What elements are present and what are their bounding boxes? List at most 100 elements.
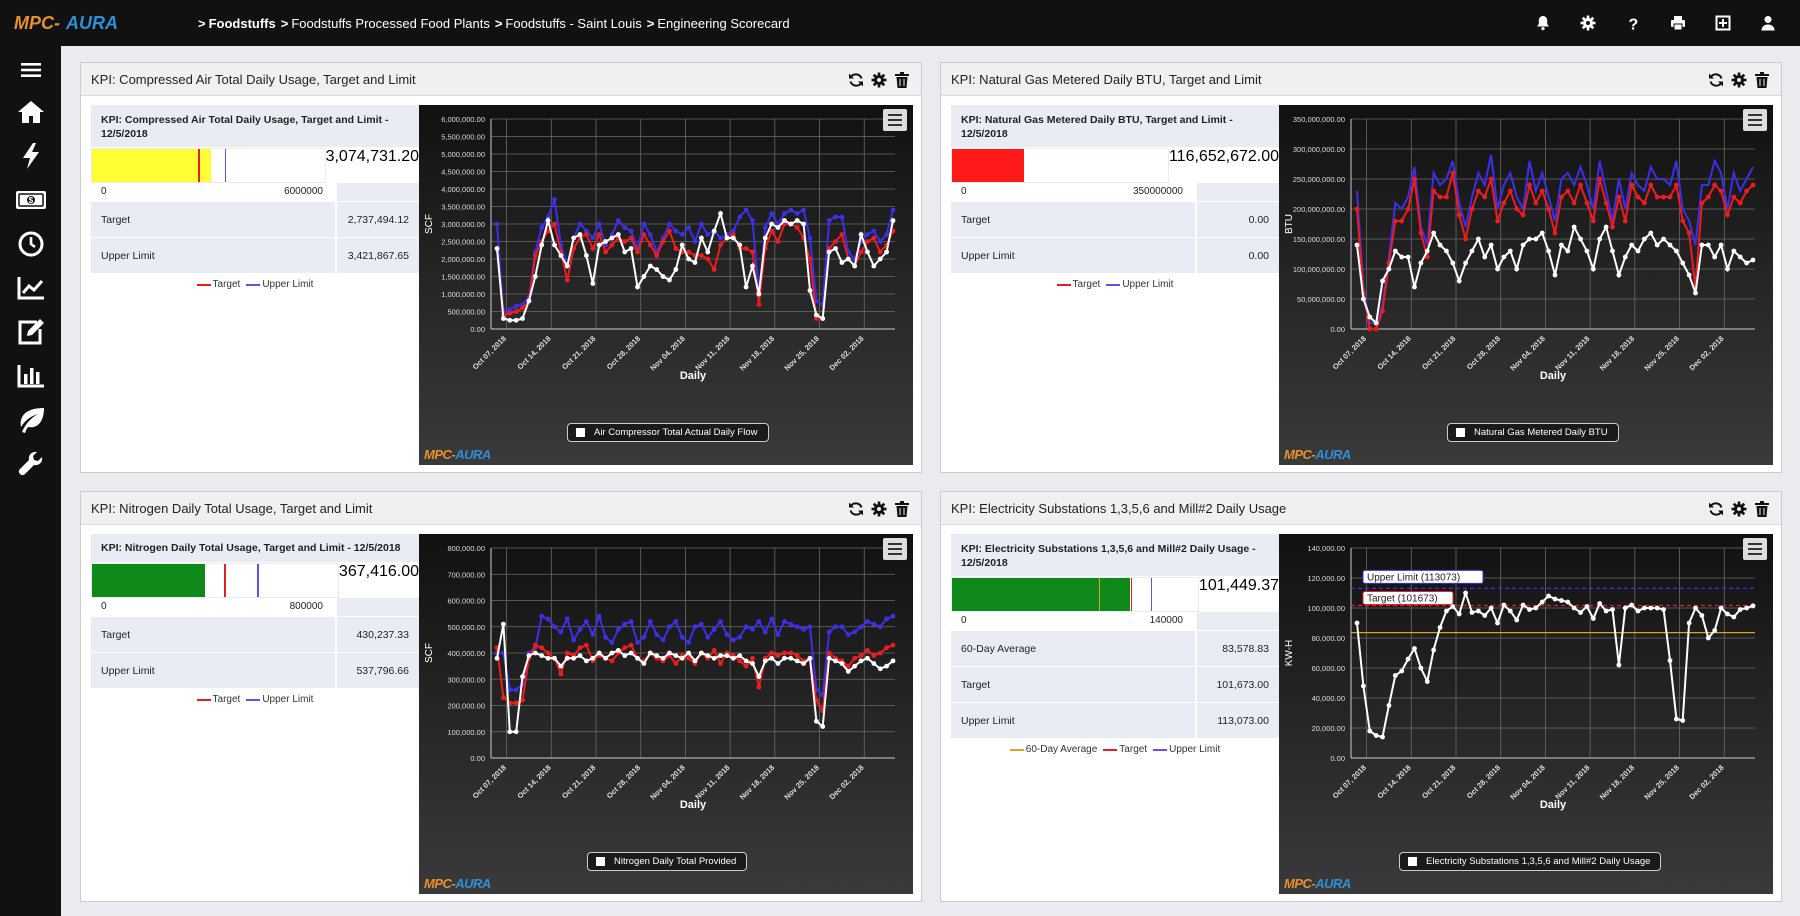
data-point — [839, 214, 845, 220]
chart-legend[interactable]: Electricity Substations 1,3,5,6 and Mill… — [1399, 852, 1662, 871]
summary-title: KPI: Natural Gas Metered Daily BTU, Targ… — [951, 105, 1279, 147]
user-icon[interactable] — [1745, 0, 1790, 46]
breadcrumb-item-2[interactable]: > Foodstuffs Processed Food Plants — [280, 15, 490, 31]
data-point — [513, 309, 519, 314]
trash-icon[interactable] — [1750, 498, 1773, 520]
data-point — [1718, 605, 1724, 611]
gear-icon[interactable] — [1565, 0, 1610, 46]
data-point — [839, 624, 845, 630]
bell-icon[interactable] — [1520, 0, 1565, 46]
data-point — [552, 624, 557, 630]
legend-checkbox[interactable] — [1408, 857, 1417, 866]
leaf-icon[interactable] — [0, 398, 61, 442]
legend-checkbox[interactable] — [1456, 428, 1465, 437]
data-point — [647, 619, 653, 624]
data-point — [1495, 266, 1500, 272]
gear-icon[interactable] — [867, 498, 890, 520]
trend-chart-icon[interactable] — [0, 266, 61, 310]
data-point — [711, 228, 717, 234]
bar-chart-icon[interactable] — [0, 354, 61, 398]
data-point — [750, 661, 755, 666]
breadcrumb-item-1[interactable]: > Foodstuffs — [198, 15, 276, 31]
kpi-scale: 0 350000000 — [951, 183, 1279, 201]
trash-icon[interactable] — [890, 69, 913, 91]
data-point — [782, 218, 787, 223]
chart-legend[interactable]: Air Compressor Total Actual Daily Flow — [567, 423, 769, 442]
print-icon[interactable] — [1655, 0, 1700, 46]
data-point — [1380, 308, 1385, 314]
summary-row-target: Target 0.00 — [951, 201, 1279, 237]
row-value: 537,796.66 — [335, 653, 419, 688]
refresh-icon[interactable] — [1704, 69, 1727, 91]
y-tick-label: 100,000.00 — [447, 728, 485, 737]
data-point — [558, 629, 564, 635]
kpi-scale: 0 6000000 — [91, 183, 419, 201]
data-point — [1354, 620, 1360, 626]
data-point — [750, 249, 755, 255]
breadcrumb-item-3[interactable]: > Foodstuffs - Saint Louis — [494, 15, 642, 31]
chart-menu-button[interactable] — [883, 109, 907, 131]
data-point — [1367, 314, 1373, 320]
data-point — [1654, 194, 1660, 200]
y-tick-label: 100,000,000.00 — [1293, 265, 1345, 274]
legend-checkbox[interactable] — [596, 857, 605, 866]
lightning-icon[interactable] — [0, 134, 61, 178]
panel-title: KPI: Natural Gas Metered Daily BTU, Targ… — [951, 71, 1262, 87]
add-widget-icon[interactable] — [1700, 0, 1745, 46]
legend-checkbox[interactable] — [576, 428, 585, 437]
data-point — [833, 239, 838, 244]
wrench-icon[interactable] — [0, 442, 61, 486]
data-point — [1501, 200, 1507, 206]
chart-menu-button[interactable] — [1743, 109, 1767, 131]
clock-icon[interactable] — [0, 222, 61, 266]
gear-icon[interactable] — [867, 69, 890, 91]
chart-legend[interactable]: Natural Gas Metered Daily BTU — [1447, 423, 1619, 442]
mpc-aura-watermark-logo: MPC-AURA — [424, 447, 491, 462]
data-point — [1520, 212, 1526, 218]
chart-background — [419, 105, 913, 465]
trash-icon[interactable] — [890, 498, 913, 520]
data-point — [756, 674, 762, 680]
refresh-icon[interactable] — [1704, 498, 1727, 520]
kpi-bar-row: 101,449.37 — [951, 576, 1279, 612]
trash-icon[interactable] — [1750, 69, 1773, 91]
chart-legend[interactable]: Nitrogen Daily Total Provided — [587, 852, 748, 871]
data-point — [1456, 611, 1462, 617]
menu-icon[interactable] — [0, 50, 61, 90]
panel-title: KPI: Compressed Air Total Daily Usage, T… — [91, 71, 416, 87]
kpi-bar — [91, 563, 339, 598]
copyright: © 2018 Modular Process Control, LLC — [1631, 881, 1767, 890]
data-point — [807, 256, 813, 262]
chart-menu-button[interactable] — [1743, 538, 1767, 560]
data-point — [584, 658, 589, 664]
data-point — [1437, 194, 1443, 200]
edit-icon[interactable] — [0, 310, 61, 354]
data-point — [1610, 607, 1615, 612]
data-point — [1673, 248, 1679, 254]
data-point — [513, 317, 519, 323]
gear-icon[interactable] — [1727, 69, 1750, 91]
panel-tools — [1704, 69, 1773, 91]
data-point — [673, 267, 679, 272]
app-logo[interactable]: MPC - AURA — [0, 0, 160, 46]
data-point — [545, 650, 551, 656]
home-icon[interactable] — [0, 90, 61, 134]
refresh-icon[interactable] — [844, 498, 867, 520]
chart-menu-button[interactable] — [883, 538, 907, 560]
kpi-bar-marker-1 — [1130, 578, 1133, 611]
money-icon[interactable]: $ — [0, 178, 61, 222]
data-point — [622, 249, 628, 255]
legend-item-upper-limit: Upper Limit — [246, 279, 313, 290]
gear-icon[interactable] — [1727, 498, 1750, 520]
refresh-icon[interactable] — [844, 69, 867, 91]
help-icon[interactable]: ? — [1610, 0, 1655, 46]
kpi-summary: KPI: Natural Gas Metered Daily BTU, Targ… — [951, 105, 1279, 290]
data-point — [1603, 608, 1609, 614]
data-point — [686, 249, 692, 255]
chart-background — [1279, 534, 1773, 894]
y-tick-label: 2,500,000.00 — [441, 238, 485, 247]
data-point — [1578, 236, 1583, 242]
data-point — [558, 671, 564, 677]
data-point — [1584, 604, 1590, 609]
breadcrumb-item-4[interactable]: > Engineering Scorecard — [646, 15, 790, 31]
